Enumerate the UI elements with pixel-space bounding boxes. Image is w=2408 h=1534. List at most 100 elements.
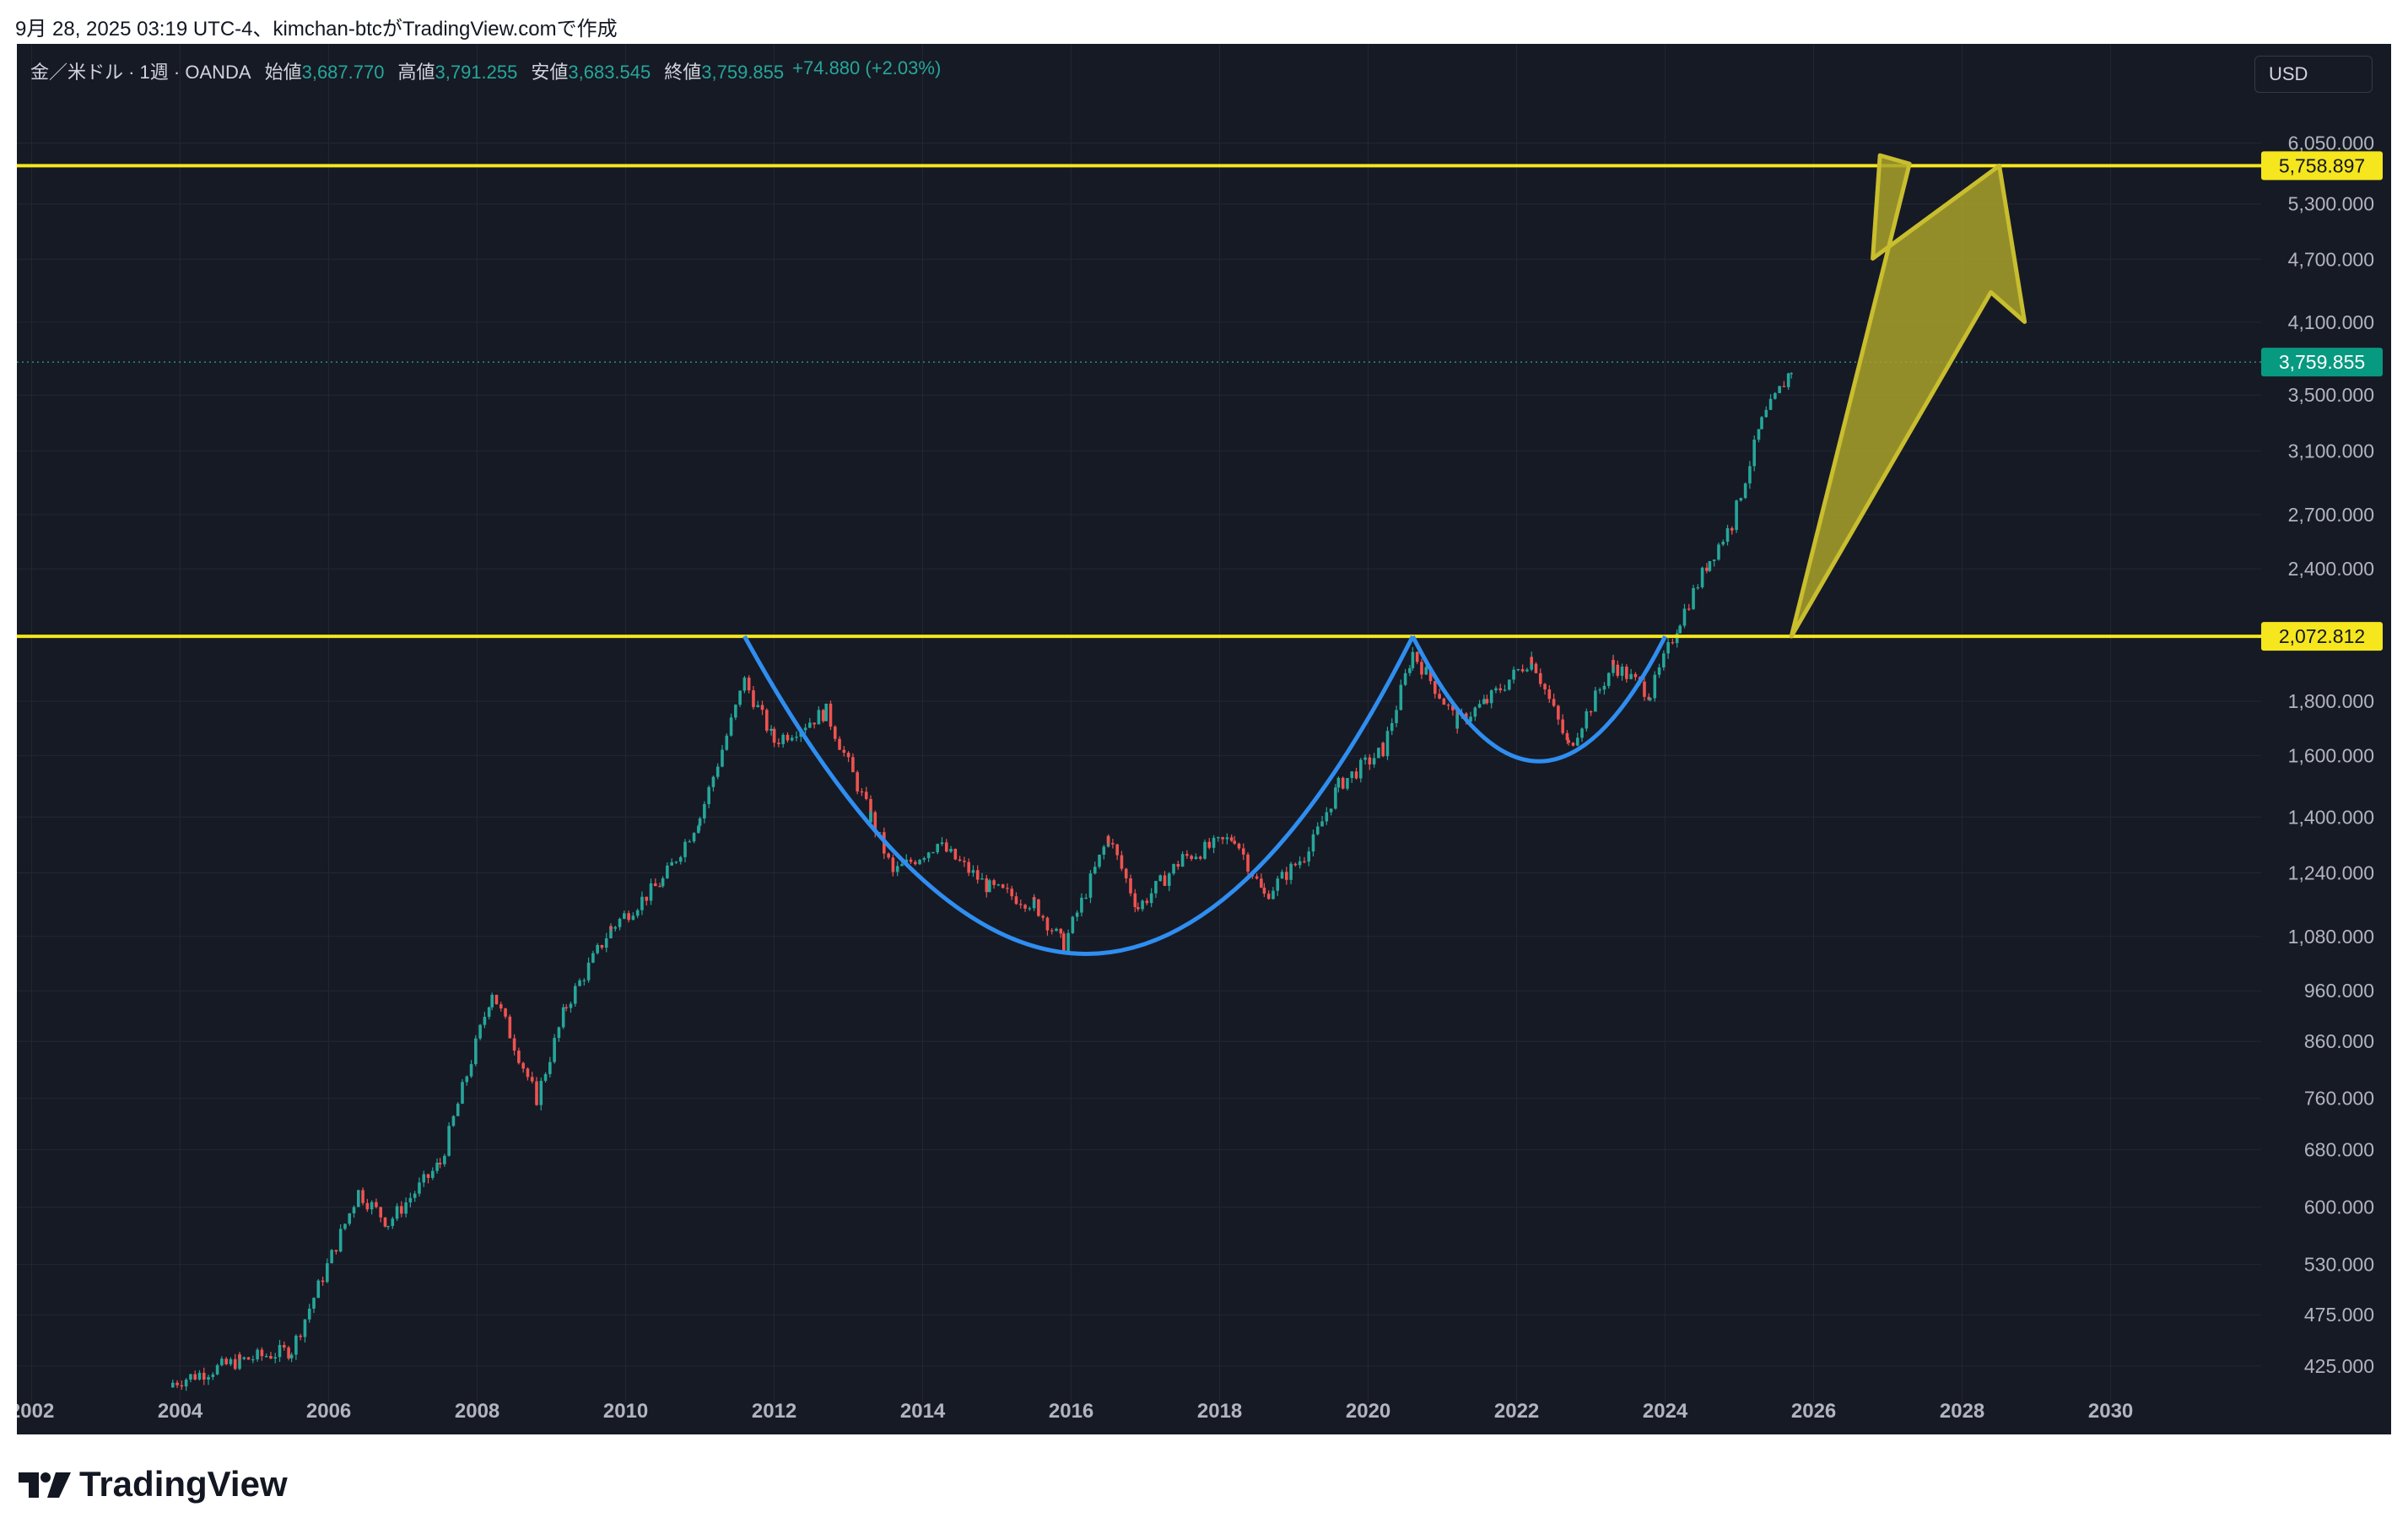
candle-body: [777, 743, 780, 744]
currency-button[interactable]: USD: [2254, 56, 2373, 93]
y-tick-label: 960.000: [2304, 980, 2374, 1002]
candle-body: [1395, 710, 1398, 723]
candle-body: [781, 734, 785, 744]
candle-body: [772, 728, 776, 743]
candle-body: [1203, 841, 1207, 859]
candle-body: [1682, 608, 1687, 626]
candle-body: [707, 786, 710, 804]
candle-body: [1424, 667, 1428, 675]
candle-body: [860, 791, 864, 793]
candle-body: [1516, 669, 1520, 671]
candle-body: [790, 737, 794, 741]
candle-body: [600, 945, 604, 948]
candle-body: [1503, 689, 1507, 691]
x-tick-label: 2024: [1643, 1400, 1688, 1423]
candle-body: [1571, 743, 1575, 746]
y-tick-label: 760.000: [2304, 1088, 2374, 1110]
candle-body: [1633, 673, 1638, 678]
candle-body: [365, 1202, 370, 1210]
candle-body: [287, 1348, 290, 1358]
candle-body: [1115, 844, 1119, 856]
x-tick-label: 2004: [158, 1400, 203, 1423]
candle-body: [869, 812, 872, 823]
candle-body: [1790, 373, 1793, 375]
candle-body: [1006, 888, 1009, 889]
candle-body: [1359, 759, 1363, 779]
axes: 6,050.000 5,300.000 4,700.000 4,100.000 3,50…: [17, 132, 2383, 1423]
change-value: +74.880 (+2.03%): [792, 57, 942, 78]
candle-body: [1498, 688, 1503, 691]
symbol-label[interactable]: 金／米ドル · 1週 · OANDA: [30, 62, 251, 83]
candle-body: [742, 684, 747, 691]
candle-body: [1055, 928, 1058, 932]
candle-body: [725, 735, 729, 750]
candle-body: [1451, 705, 1455, 710]
candle-body: [1433, 681, 1437, 694]
price-level-label: 2,072.812: [2279, 625, 2365, 647]
candle-body: [1088, 873, 1093, 898]
tradingview-logo[interactable]: TradingView: [19, 1464, 288, 1504]
candle-body: [658, 886, 661, 888]
candle-body: [1329, 808, 1333, 813]
projection-arrow: [1789, 153, 2027, 639]
candle-body: [1145, 900, 1149, 904]
candle-body: [569, 1003, 573, 1008]
candle-body: [557, 1027, 561, 1039]
candle-body: [1561, 719, 1564, 733]
candle-body: [211, 1374, 215, 1377]
candle-body: [786, 734, 790, 741]
candle-body: [1730, 527, 1734, 530]
candle-body: [817, 710, 821, 725]
candle-body: [1752, 439, 1756, 467]
candle-body: [1420, 662, 1423, 675]
candle-body: [1721, 542, 1725, 545]
price-chart[interactable]: 6,050.000 5,300.000 4,700.000 4,100.000 3,50…: [17, 44, 2391, 1434]
candle-body: [1629, 673, 1633, 679]
x-tick-label: 2026: [1791, 1400, 1836, 1423]
drawings: [17, 153, 2270, 957]
candle-body: [1255, 876, 1259, 879]
candle-body: [1477, 704, 1482, 708]
candle-body: [530, 1077, 534, 1082]
candle-body: [535, 1091, 538, 1105]
y-tick-label: 2,400.000: [2288, 558, 2374, 580]
candle-body: [1381, 743, 1385, 757]
candle-body: [289, 1354, 294, 1358]
price-level-label: 5,758.897: [2279, 154, 2365, 176]
candle-body: [260, 1349, 264, 1357]
candle-body: [508, 1016, 512, 1039]
candle-body: [395, 1206, 399, 1219]
candle-body: [1585, 711, 1589, 729]
candle-body: [379, 1207, 382, 1218]
candle-body: [645, 896, 649, 901]
candle-body: [207, 1376, 210, 1380]
candle-body: [1442, 698, 1446, 705]
candle-body: [1508, 679, 1511, 690]
candle-body: [487, 1007, 491, 1017]
candle-body: [609, 926, 613, 938]
candle-body: [1075, 912, 1079, 917]
candle-body: [1066, 932, 1070, 953]
last-price-badge: [2261, 348, 2383, 377]
candle-body: [391, 1218, 395, 1226]
candle-body: [1602, 685, 1606, 690]
candle-body: [1653, 674, 1657, 699]
candle-body: [1575, 737, 1579, 746]
candle-body: [352, 1207, 356, 1213]
chart-area[interactable]: 6,050.000 5,300.000 4,700.000 4,100.000 3,50…: [17, 44, 2391, 1434]
candle-body: [1678, 625, 1682, 634]
candle-body: [891, 857, 895, 870]
candle-body: [613, 926, 618, 929]
candle-body: [1032, 897, 1036, 899]
candle-body: [413, 1193, 417, 1198]
candle-body: [1336, 777, 1341, 788]
candle-body: [184, 1380, 188, 1387]
candle-body: [582, 980, 586, 981]
candle-body: [451, 1115, 456, 1126]
candle-body: [1372, 758, 1376, 764]
candle-body: [1237, 843, 1241, 849]
candle-body: [985, 878, 989, 893]
candle-body: [967, 862, 970, 873]
candle-body: [1368, 757, 1372, 764]
candle-body: [383, 1217, 387, 1227]
